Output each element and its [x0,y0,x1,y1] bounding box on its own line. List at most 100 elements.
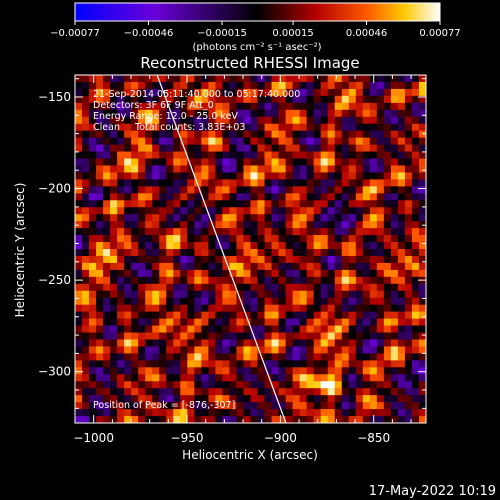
heatmap-cell [355,172,364,180]
heatmap-cell [152,116,160,125]
heatmap-cell [271,283,279,292]
heatmap-cell [159,339,167,347]
heatmap-cell [215,388,223,396]
heatmap-cell [152,297,160,306]
heatmap-cell [166,409,174,417]
heatmap-cell [257,262,265,271]
heatmap-cell [180,416,188,423]
heatmap-cell [390,179,399,187]
heatmap-cell [327,402,336,410]
heatmap-cell [103,235,111,243]
heatmap-cell [145,318,153,326]
heatmap-cell [306,388,315,396]
heatmap-cell [166,304,174,313]
heatmap-cell [131,409,139,417]
annotation-peak-position: Position of Peak = [-876,-307] [93,400,235,411]
heatmap-cell [229,325,237,333]
heatmap-cell [341,228,350,236]
heatmap-cell [285,242,294,250]
heatmap-cell [355,339,364,347]
heatmap-cell [222,318,230,326]
heatmap-cell [369,304,378,313]
heatmap-cell [292,304,301,313]
heatmap-cell [369,116,378,125]
heatmap-cell [257,200,265,208]
heatmap-cell [208,374,216,382]
heatmap-cell [271,130,279,139]
heatmap-cell [159,283,167,292]
heatmap-cell [117,249,125,257]
heatmap-cell [292,235,301,243]
heatmap-cell [404,262,413,271]
heatmap-cell [292,207,301,215]
heatmap-cell [187,144,195,152]
heatmap-cell [292,102,301,111]
heatmap-cell [159,290,167,299]
heatmap-cell [131,318,139,326]
heatmap-cell [173,304,181,313]
heatmap-cell [243,75,251,83]
heatmap-cell [131,165,139,173]
heatmap-cell [292,255,301,264]
heatmap-cell [222,81,230,90]
heatmap-cell [138,262,146,271]
heatmap-cell [404,200,413,208]
heatmap-cell [236,200,244,208]
heatmap-cell [355,332,364,340]
heatmap-cell [117,151,125,159]
heatmap-cell [278,318,286,326]
heatmap-cell [418,311,426,319]
heatmap-cell [96,290,104,299]
heatmap-cell [369,332,378,340]
heatmap-cell [341,255,350,264]
heatmap-cell [306,283,315,292]
heatmap-cell [264,200,272,208]
heatmap-cell [138,325,146,333]
heatmap-cell [82,165,90,173]
heatmap-cell [250,235,258,243]
heatmap-cell [215,262,223,271]
heatmap-cell [131,283,139,292]
heatmap-cell [404,151,413,159]
heatmap-cell [299,402,308,410]
heatmap-cell [320,235,329,243]
heatmap-cell [418,179,426,187]
heatmap-cell [418,242,426,250]
heatmap-cell [215,269,223,278]
heatmap-cell [313,102,322,111]
heatmap-cell [334,367,343,375]
heatmap-cell [271,102,279,111]
heatmap-cell [404,235,413,243]
heatmap-cell [292,151,301,159]
heatmap-cell [187,249,195,257]
heatmap-cell [418,158,426,166]
heatmap-cell [383,367,392,375]
heatmap-cell [152,332,160,340]
heatmap-cell [215,144,223,152]
heatmap-cell [313,402,322,410]
heatmap-cell [285,318,294,326]
heatmap-cell [334,416,343,423]
heatmap-cell [180,95,188,104]
heatmap-cell [89,353,97,361]
heatmap-cell [145,88,153,97]
heatmap-cell [376,374,385,382]
heatmap-cell [222,221,230,229]
heatmap-cell [404,137,413,145]
heatmap-cell [75,360,83,368]
heatmap-cell [187,346,195,354]
x-axis-label: Heliocentric X (arcsec) [182,448,318,462]
heatmap-cell [355,311,364,319]
heatmap-cell [271,95,279,104]
heatmap-cell [215,193,223,201]
heatmap-cell [383,262,392,271]
heatmap-cell [250,193,258,201]
heatmap-cell [299,228,308,236]
heatmap-cell [341,325,350,333]
heatmap-cell [362,81,371,90]
heatmap-cell [215,186,223,194]
heatmap-cell [285,325,294,333]
heatmap-cell [418,193,426,201]
heatmap-cell [187,381,195,389]
heatmap-cell [75,332,83,340]
